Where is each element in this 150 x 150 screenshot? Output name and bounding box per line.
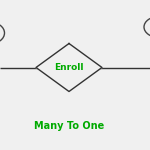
Polygon shape xyxy=(36,44,102,92)
Text: Enroll: Enroll xyxy=(54,63,84,72)
Text: Many To One: Many To One xyxy=(34,121,104,131)
